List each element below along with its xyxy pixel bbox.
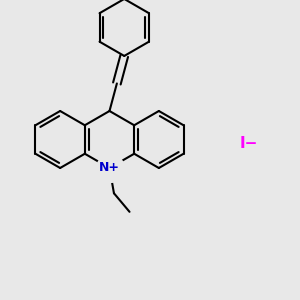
Text: I−: I− [240,136,258,152]
Text: N+: N+ [99,161,120,175]
